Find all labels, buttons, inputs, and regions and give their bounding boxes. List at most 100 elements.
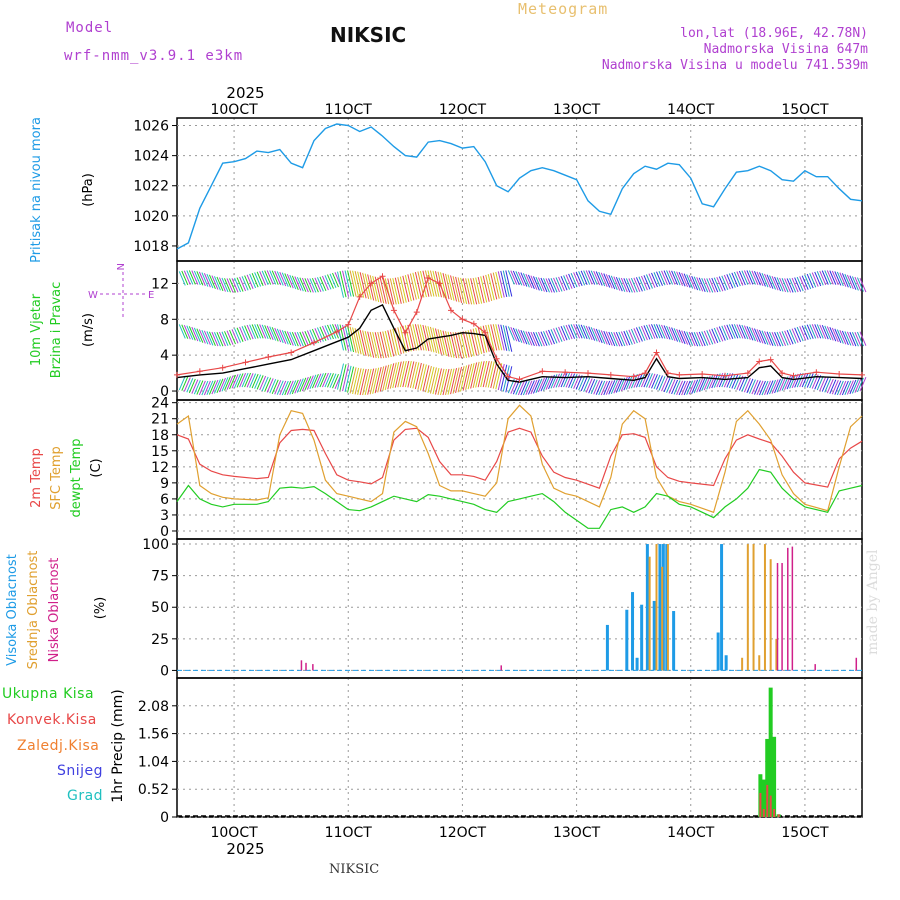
y-tick-label: 0: [160, 524, 169, 540]
wind-barb: [708, 329, 716, 344]
wind-barb: [311, 374, 319, 389]
wind-barb: [578, 375, 586, 391]
wind-barb: [392, 328, 400, 356]
wind-barb: [728, 373, 736, 389]
wind-barb: [304, 330, 312, 346]
temp-unit-label: (C): [89, 458, 104, 477]
wind-barb: [193, 379, 201, 395]
wind-barb: [500, 270, 508, 298]
wind-barb: [462, 278, 470, 305]
wind-barb: [452, 276, 460, 303]
wind-barb: [779, 277, 787, 293]
year-label-bottom: 2025: [226, 840, 264, 858]
convective-rain-bar: [759, 792, 762, 817]
wind-barb: [211, 379, 219, 395]
wind-barb: [741, 324, 749, 340]
wind-barb: [475, 361, 483, 388]
wind-barb: [191, 270, 199, 285]
wind-barb: [643, 325, 651, 340]
wind-barb: [374, 367, 382, 394]
sfc-temp-label: SFC Temp: [49, 446, 64, 510]
wind-barb: [445, 273, 453, 300]
wind-barb: [766, 274, 774, 289]
wind-barb: [829, 270, 837, 285]
mid-cloud-bar: [666, 544, 669, 671]
wind-barb: [836, 271, 844, 287]
wind-barb: [274, 327, 282, 343]
wind-barb: [266, 378, 274, 393]
wind-barb: [811, 324, 819, 339]
wind-barb: [281, 272, 289, 287]
wind-barb: [701, 376, 709, 391]
wind-barb: [829, 327, 837, 342]
wind-barb: [605, 274, 613, 289]
wind-barb: [741, 270, 749, 285]
wind-barb: [786, 329, 794, 345]
wind-barb: [419, 364, 427, 391]
wind-gust-marker: [379, 273, 386, 280]
wind-barb: [726, 373, 734, 388]
wind-barb: [743, 270, 751, 285]
wind-barb: [776, 277, 784, 292]
wind-barb: [753, 271, 761, 286]
wind-barb: [605, 331, 613, 346]
x-tick-label-top: 11OCT: [325, 102, 373, 118]
wind-barb: [450, 368, 458, 395]
wind-barb: [259, 271, 267, 286]
y-tick-label: 3: [160, 508, 169, 524]
wind-barb: [661, 270, 668, 285]
convective-rain-bar: [773, 808, 776, 817]
wind-barb: [196, 328, 204, 343]
wind-barb: [751, 379, 759, 395]
wind-barb: [530, 331, 538, 347]
wind-barb: [482, 360, 490, 388]
wind-gust-marker: [402, 329, 409, 336]
wind-barb: [568, 373, 576, 388]
wind-barb: [266, 325, 274, 341]
mid-cloud-bar: [752, 544, 755, 671]
wind-barb: [666, 325, 674, 341]
wind-barb: [698, 277, 706, 293]
wind-barb: [691, 275, 699, 291]
wind-barb: [826, 378, 834, 394]
wind-barb: [342, 364, 350, 392]
wind-barb: [656, 375, 663, 390]
wind-barb: [216, 332, 224, 347]
wind-barb: [344, 325, 352, 352]
wind-gust-marker: [585, 370, 591, 377]
wind-barb: [186, 325, 194, 340]
x-tick-label-bottom: 14OCT: [667, 825, 715, 841]
wind-barb: [490, 361, 498, 389]
wind-barb: [678, 272, 686, 287]
wind-barb: [517, 271, 525, 287]
wind-barb: [585, 378, 593, 393]
compass-cross: [100, 272, 146, 320]
wind-gust-marker: [311, 339, 317, 346]
y-tick-label: 1024: [133, 149, 169, 165]
wind-barb: [575, 324, 583, 339]
wind-gust-marker: [630, 373, 637, 380]
wind-barb: [460, 277, 468, 305]
wind-barb: [480, 276, 488, 303]
wind-barb: [565, 373, 573, 388]
wind-barb: [686, 274, 694, 289]
wind-barb: [339, 364, 347, 391]
wind-barb: [475, 277, 483, 304]
wind-barb: [249, 373, 257, 388]
wind-barb: [512, 270, 520, 286]
wind-barb: [402, 275, 410, 303]
wind-barb: [568, 273, 576, 289]
wind-barb: [656, 271, 663, 286]
wind-barb: [713, 277, 721, 292]
wind-barb: [525, 380, 533, 396]
wind-barb: [239, 276, 247, 292]
wind-barb: [527, 274, 535, 290]
y-tick-label: 1018: [133, 239, 169, 255]
wind-barb: [447, 274, 455, 301]
wind-barb: [337, 363, 345, 390]
wind-barb: [676, 380, 684, 395]
wind-barb: [678, 329, 686, 345]
wind-barb: [432, 270, 440, 297]
wind-barb: [213, 379, 221, 394]
